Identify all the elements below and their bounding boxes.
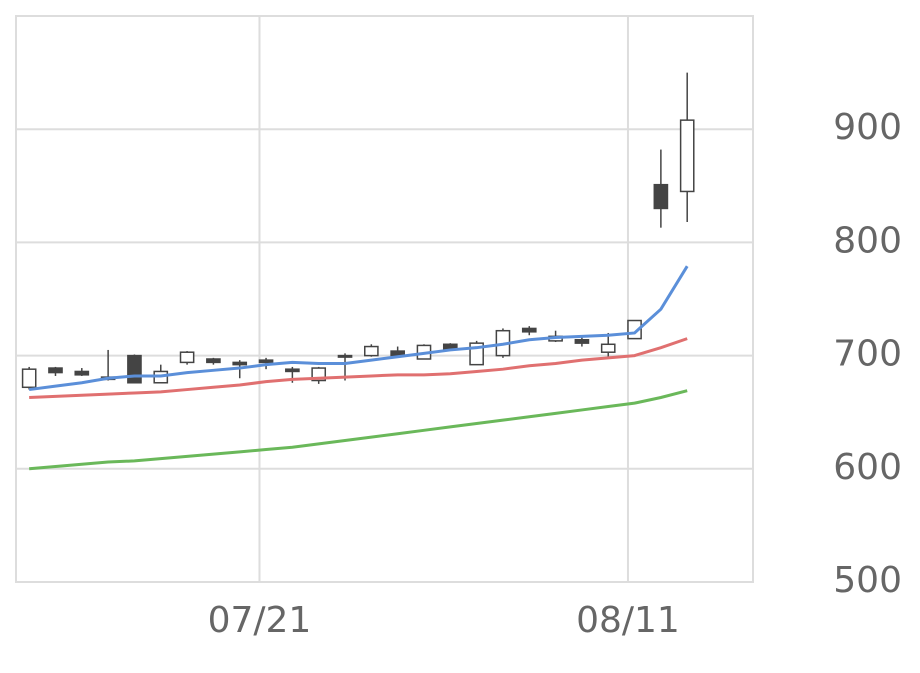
candle-body <box>48 367 63 374</box>
candle-body <box>232 361 248 366</box>
candle-body <box>337 354 353 358</box>
candle-body <box>258 359 274 364</box>
y-tick-label: 900 <box>833 107 902 148</box>
candle-body <box>574 339 590 344</box>
y-tick-label: 500 <box>833 560 902 601</box>
candle-body <box>653 183 669 210</box>
plot-frame <box>15 15 754 583</box>
x-tick-label: 07/21 <box>208 600 312 641</box>
x-tick-label: 08/11 <box>576 600 680 641</box>
candle-body <box>600 343 616 353</box>
candle-body <box>285 368 300 373</box>
candle-body <box>74 370 90 376</box>
y-tick-label: 800 <box>833 220 902 261</box>
candle-body <box>127 354 142 384</box>
y-tick-label: 600 <box>833 447 902 488</box>
candle-body <box>179 351 195 364</box>
candle-body <box>679 119 695 193</box>
moving-average-line <box>29 337 688 399</box>
moving-average-line <box>28 265 689 392</box>
y-tick-label: 700 <box>833 334 902 375</box>
candle-body <box>364 345 379 357</box>
moving-average-line <box>29 389 688 471</box>
candle-body <box>206 358 221 364</box>
candle-body <box>521 327 537 333</box>
candle-body <box>21 368 37 389</box>
